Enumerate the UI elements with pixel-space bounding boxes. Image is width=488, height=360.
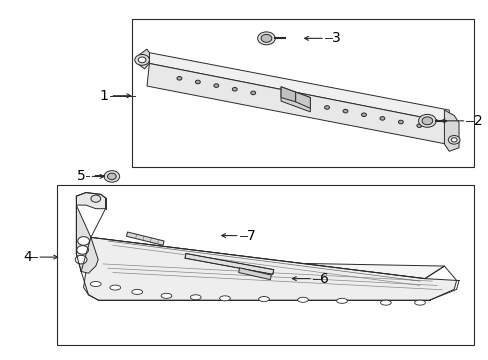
Circle shape [195,80,200,84]
Polygon shape [281,87,295,102]
Circle shape [416,124,421,127]
Ellipse shape [336,298,346,303]
Circle shape [104,171,120,182]
Circle shape [250,91,255,95]
Circle shape [379,117,384,120]
Bar [57,185,473,345]
Text: 6: 6 [320,271,328,285]
Circle shape [257,32,275,45]
Polygon shape [91,237,444,279]
Circle shape [447,135,459,144]
Ellipse shape [132,289,142,294]
Polygon shape [147,63,448,144]
Circle shape [421,117,432,125]
Polygon shape [295,92,310,108]
Ellipse shape [110,285,121,290]
Text: 4: 4 [23,250,32,264]
Ellipse shape [258,297,269,302]
Circle shape [324,106,329,109]
Ellipse shape [190,295,201,300]
Text: 5: 5 [77,170,86,183]
Polygon shape [83,237,456,300]
Text: 7: 7 [246,229,255,243]
Circle shape [135,54,149,65]
Polygon shape [238,268,271,280]
Polygon shape [76,205,98,273]
Circle shape [75,255,87,264]
Polygon shape [281,87,310,112]
Circle shape [398,120,403,124]
Polygon shape [149,53,448,123]
Circle shape [418,114,435,127]
Ellipse shape [297,297,308,302]
Circle shape [343,109,347,113]
Polygon shape [444,110,458,151]
Text: 1: 1 [99,89,108,103]
Circle shape [232,87,237,91]
Polygon shape [76,193,105,209]
Circle shape [91,195,101,202]
Polygon shape [140,49,149,69]
Ellipse shape [380,300,390,305]
Ellipse shape [414,300,425,305]
Circle shape [77,246,88,254]
Circle shape [107,173,116,180]
Text: 2: 2 [473,114,482,128]
Circle shape [450,138,456,142]
Bar [132,19,473,167]
Ellipse shape [161,293,171,298]
Circle shape [261,35,271,42]
Circle shape [78,237,89,245]
Ellipse shape [90,282,101,287]
Polygon shape [126,232,163,245]
Circle shape [361,113,366,117]
Circle shape [213,84,218,87]
Text: 3: 3 [331,31,340,45]
Circle shape [138,57,146,63]
Ellipse shape [219,296,230,301]
Circle shape [177,77,182,80]
Polygon shape [184,253,273,274]
